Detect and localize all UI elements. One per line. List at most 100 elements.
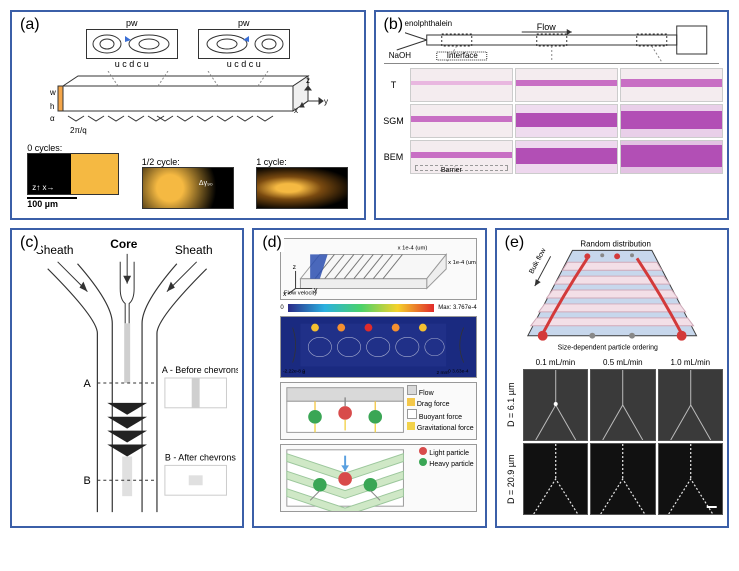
axis-x: x — [294, 106, 298, 115]
row-BEM: BEM — [380, 152, 408, 162]
band-B3 — [621, 145, 722, 167]
cross-section-right: pw u c d c u — [198, 18, 290, 69]
delta-label: Δγ₉₀ — [199, 180, 213, 187]
BEM-2 — [515, 140, 618, 174]
axis-y: y — [324, 97, 328, 106]
bulk-flow-label: Bulk flow — [528, 246, 548, 275]
confocal-axes: z↑ x→ — [32, 183, 54, 192]
pe-schematic: Random distribution — [503, 236, 721, 356]
confocal-half — [143, 168, 233, 208]
cross-box-right — [198, 29, 290, 59]
cycle-0-label: 0 cycles: — [27, 143, 119, 153]
pe-image-grid: 0.1 mL/min 0.5 mL/min 1.0 mL/min D = 6.1… — [501, 358, 723, 515]
SGM-2 — [515, 104, 618, 138]
size-ordering-label: Size-dependent particle ordering — [557, 345, 657, 352]
mg-61-05 — [590, 369, 655, 441]
D209-label: D = 20.9 µm — [501, 443, 521, 515]
panel-d: (d) zyx x 1e-4 (um) — [252, 228, 486, 528]
T-2 — [515, 68, 618, 102]
D61-label: D = 6.1 µm — [501, 369, 521, 441]
pa-channel-3d: y z x w h α 2π/q — [48, 71, 328, 141]
cycle-0-img: z↑ x→ — [27, 153, 119, 195]
flow-label: Flow — [536, 22, 556, 32]
vortex-sketch-right — [199, 30, 289, 58]
sheath-flow-svg: Sheath Core Sheath A — [16, 234, 238, 522]
band-S1 — [411, 116, 512, 122]
svg-text:z: z — [293, 264, 297, 271]
rate-0: 0.1 mL/min — [523, 358, 588, 367]
panel-c-label: (c) — [18, 234, 41, 252]
mg-209-05 — [590, 443, 655, 515]
pd-force-diagram: Flow Drag force Buoyant force Gravitatio… — [280, 382, 476, 440]
band-B2 — [516, 148, 617, 164]
sim3d-svg: zyx x 1e-4 (um) x 1e-4 (um) Flow velocit… — [281, 239, 475, 299]
panel-b-label: (b) — [382, 16, 406, 34]
pd-legend-2: Light particle Heavy particle — [419, 447, 473, 469]
panel-e: (e) Random distribution — [495, 228, 729, 528]
b-marker: B — [83, 475, 90, 487]
lg-light: Light particle — [429, 450, 469, 457]
pd-legend: Flow Drag force Buoyant force Gravitatio… — [407, 385, 474, 433]
T-3 — [620, 68, 723, 102]
panel-a-label: (a) — [18, 16, 42, 34]
core-label: Core — [110, 237, 138, 251]
pd-chevron-topview: Light particle Heavy particle — [280, 444, 476, 512]
pd-3d-sim: zyx x 1e-4 (um) x 1e-4 (um) Flow velocit… — [280, 238, 476, 300]
period-label: 2π/q — [70, 126, 87, 135]
rate-2: 1.0 mL/min — [658, 358, 723, 367]
cross-section-left: pw u c d c u — [86, 18, 178, 69]
cross-box-left — [86, 29, 178, 59]
sim2d-svg: -2.22e-8 0 0 3.63e-4 02 mm — [281, 317, 475, 377]
cycle-0-group: 0 cycles: z↑ x→ 100 µm — [27, 143, 119, 209]
before-label: A - Before chevrons — [162, 365, 238, 375]
row-SGM: SGM — [380, 116, 408, 126]
colorbar-gradient — [288, 304, 435, 312]
figure-grid: (a) pw u c d c u pw — [10, 10, 729, 220]
a-marker: A — [83, 378, 91, 390]
scalebar-text: 100 µm — [27, 199, 119, 209]
pd-2d-sim: -2.22e-8 0 0 3.63e-4 02 mm — [280, 316, 476, 378]
cycle-half-img: Δγ₉₀ — [142, 167, 234, 209]
after-label: B - After chevrons — [165, 452, 236, 462]
panel-e-label: (e) — [503, 234, 527, 252]
alpha-label: α — [50, 114, 55, 123]
chevrons-icon — [107, 403, 147, 457]
cb-max: Max: 3.767e-4 — [438, 305, 476, 311]
flow-vel-label: Flow velocity — [284, 290, 317, 296]
barrier-label: Barrier — [441, 167, 462, 174]
svg-text:0 3.63e-4: 0 3.63e-4 — [448, 368, 469, 374]
cycle-1-group: 1 cycle: — [256, 157, 348, 209]
confocal-1 — [257, 168, 347, 208]
pb-image-grid: T SGM BEM Barrier — [380, 66, 724, 174]
flow-schematic-svg: Phenolphthalein NaOH Flow Interface — [384, 18, 720, 63]
pd-stack: zyx x 1e-4 (um) x 1e-4 (um) Flow velocit… — [258, 234, 480, 516]
band-T1 — [411, 81, 512, 85]
BEM-3 — [620, 140, 723, 174]
cycle-half-group: 1/2 cycle: Δγ₉₀ — [142, 157, 234, 209]
herringbone-channel-svg: y z x w h α 2π/q — [48, 71, 328, 141]
w-label: w — [49, 88, 56, 97]
mg-61-01 — [523, 369, 588, 441]
pc-body: Sheath Core Sheath A — [16, 234, 238, 522]
vortex-sketch-left — [87, 30, 177, 58]
mg-209-01 — [523, 443, 588, 515]
bottom-row: (c) Sheath Core Sheath A — [10, 228, 729, 528]
pd-colorbar-row: 0 Max: 3.767e-4 — [280, 304, 476, 312]
svg-text:2 mm: 2 mm — [437, 370, 449, 376]
band-B1 — [411, 152, 512, 158]
h-label: h — [50, 102, 54, 111]
SGM-1 — [410, 104, 513, 138]
rate-1: 0.5 mL/min — [590, 358, 655, 367]
core-stream-after — [122, 456, 132, 496]
svg-text:0: 0 — [303, 370, 306, 376]
band-T2 — [516, 80, 617, 86]
axis-z: z — [306, 76, 310, 85]
cycle-half-label: 1/2 cycle: — [142, 157, 234, 167]
lg-flow: Flow — [419, 390, 434, 397]
lg-heavy: Heavy particle — [429, 461, 473, 468]
pw-label-right: pw — [198, 18, 290, 28]
random-dist-label: Random distribution — [580, 239, 650, 248]
sheath-left-label: Sheath — [36, 243, 74, 257]
inlet-naoh: NaOH — [388, 51, 410, 60]
sheath-right-label: Sheath — [175, 243, 213, 257]
